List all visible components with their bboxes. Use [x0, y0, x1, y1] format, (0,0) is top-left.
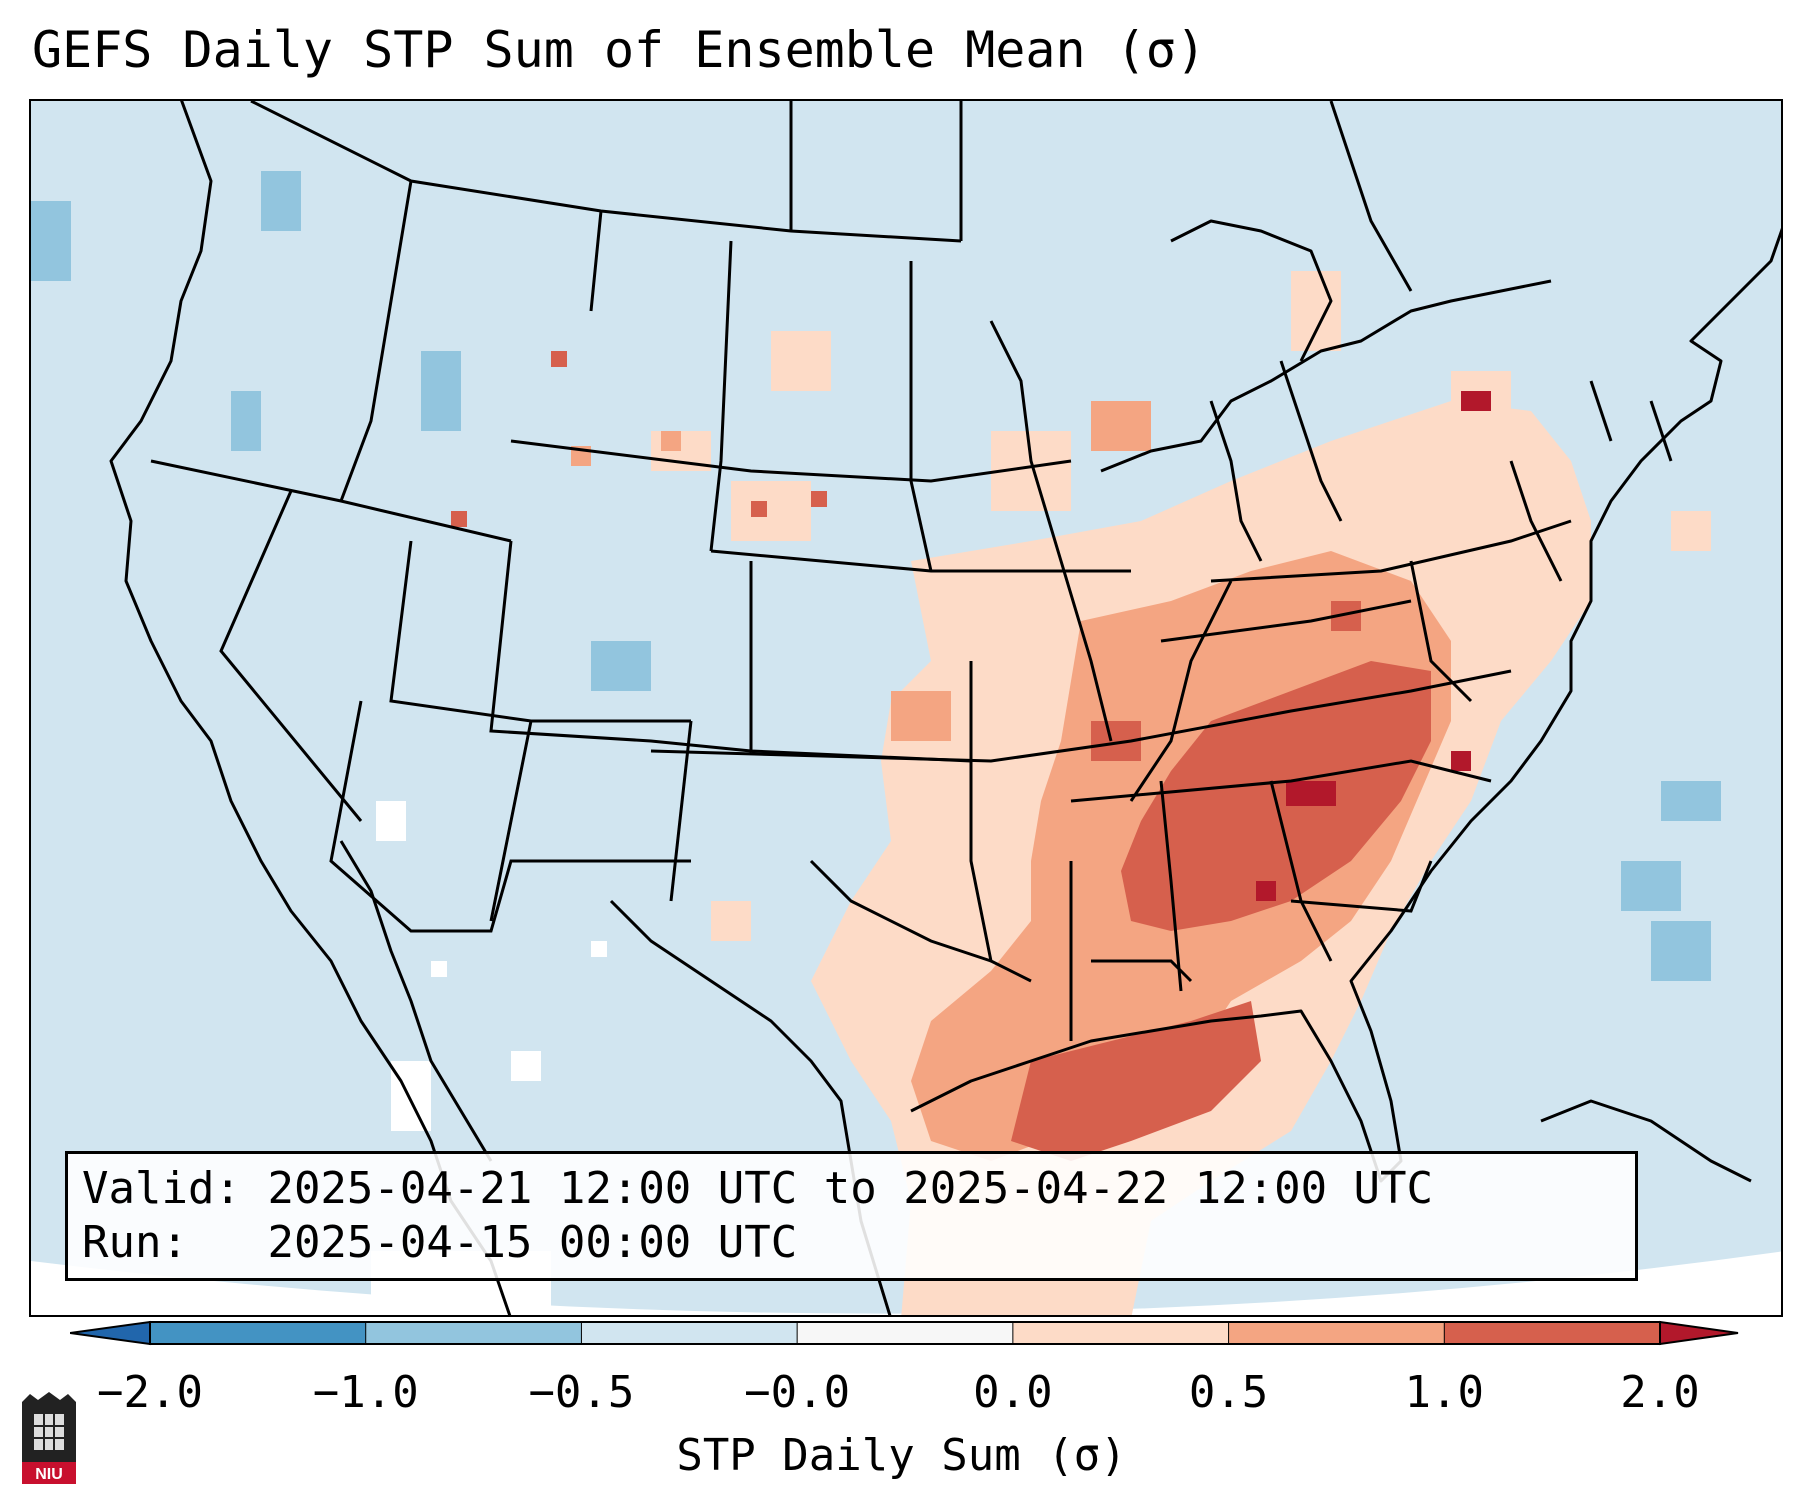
stp-field-extreme — [1256, 391, 1491, 901]
colorbar-segment — [1012, 1322, 1230, 1344]
colorbar-outline — [149, 1321, 1661, 1345]
colorbar-tick-label: −0.0 — [744, 1367, 851, 1418]
colorbar-tick-label: 1.0 — [1404, 1367, 1485, 1418]
stp-map — [31, 101, 1781, 1315]
colorbar-tick-label: −0.5 — [528, 1367, 635, 1418]
colorbar-segments — [150, 1322, 1661, 1344]
logo-text: NIU — [35, 1466, 63, 1483]
coastline-outline — [109, 101, 1781, 1315]
colorbar-segment — [581, 1322, 798, 1344]
valid-value: 2025-04-21 12:00 UTC to 2025-04-22 12:00… — [267, 1163, 1434, 1214]
university-seal-icon: NIU — [22, 1392, 76, 1484]
colorbar-tick-label: 0.0 — [973, 1367, 1053, 1418]
run-row: Run: 2025-04-15 00:00 UTC — [82, 1216, 1621, 1270]
colorbar — [70, 1320, 1739, 1346]
map-title: GEFS Daily STP Sum of Ensemble Mean (σ) — [32, 21, 1206, 79]
colorbar-segment — [797, 1322, 1014, 1344]
projection-edge — [31, 1251, 1781, 1315]
valid-row: Valid: 2025-04-21 12:00 UTC to 2025-04-2… — [82, 1162, 1621, 1216]
valid-label: Valid: — [82, 1163, 241, 1214]
colorbar-label: STP Daily Sum (σ) — [676, 1430, 1127, 1481]
run-label: Run: — [82, 1217, 188, 1268]
colorbar-segment — [365, 1322, 582, 1344]
colorbar-tick-label: −2.0 — [97, 1367, 203, 1418]
stp-field-negative — [31, 171, 1721, 981]
colorbar-extend-high — [1659, 1320, 1739, 1346]
validity-info-box: Valid: 2025-04-21 12:00 UTC to 2025-04-2… — [65, 1151, 1638, 1281]
map-panel — [29, 99, 1783, 1317]
colorbar-segment — [1444, 1322, 1661, 1344]
colorbar-tick-label: 0.5 — [1188, 1367, 1269, 1418]
run-value: 2025-04-15 00:00 UTC — [267, 1217, 798, 1268]
colorbar-extend-low — [70, 1320, 151, 1346]
colorbar-segment — [150, 1322, 367, 1344]
state-boundaries — [150, 101, 1673, 1041]
colorbar-segment — [1228, 1322, 1445, 1344]
colorbar-tick-label: −1.0 — [312, 1367, 419, 1418]
colorbar-tick-label: 2.0 — [1620, 1367, 1700, 1418]
